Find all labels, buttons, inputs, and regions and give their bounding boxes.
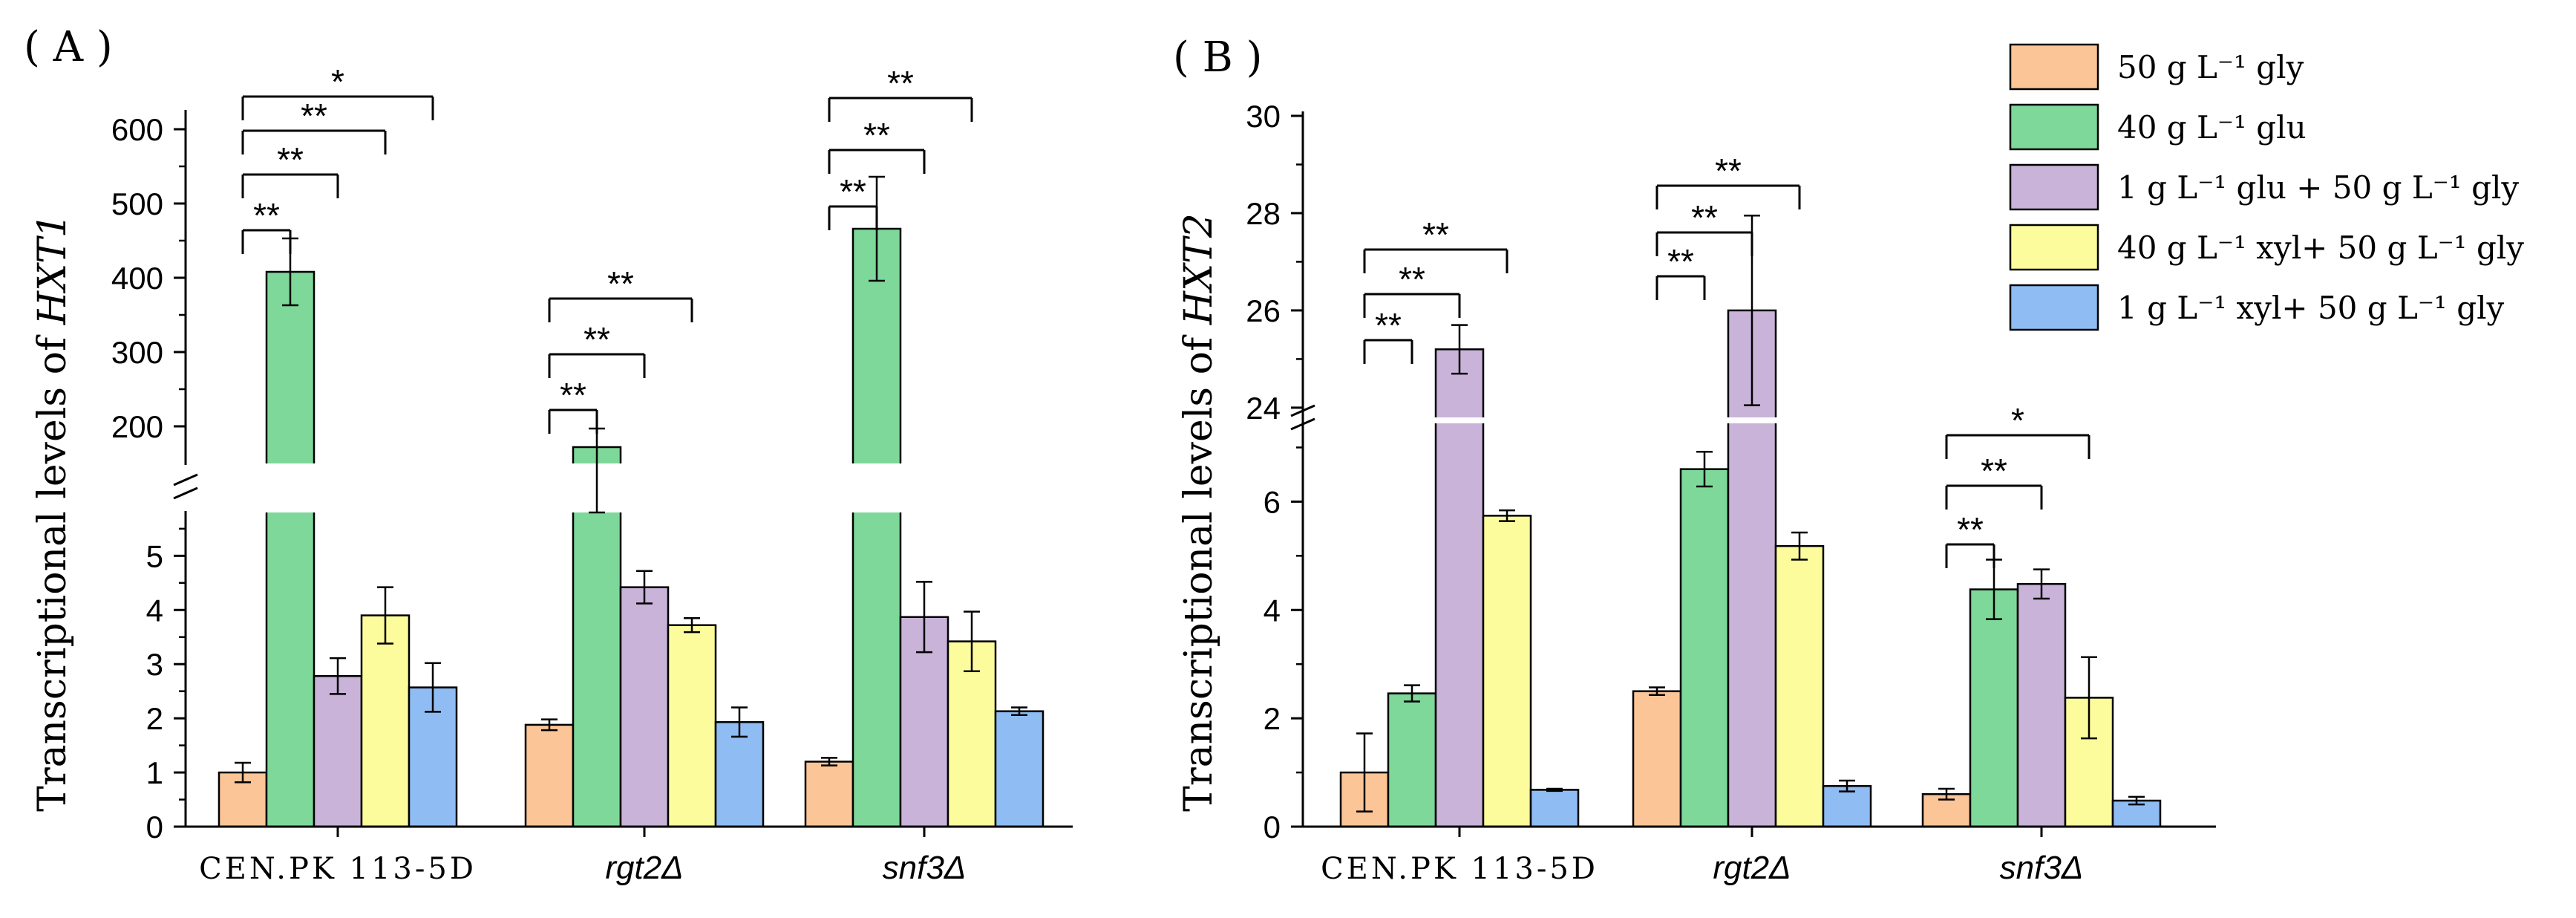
axis-break-mark <box>1290 417 1315 431</box>
y-tick-label: 400 <box>111 261 163 296</box>
significance-label: ** <box>863 116 890 154</box>
legend-label: 1 g L⁻¹ glu + 50 g L⁻¹ gly <box>2117 169 2519 206</box>
significance-label: ** <box>607 264 634 303</box>
significance-label: ** <box>1422 215 1449 254</box>
axis-break-mark <box>1290 404 1315 417</box>
bar <box>524 723 575 828</box>
y-tick-label: 1 <box>146 755 163 790</box>
bar <box>1632 690 1682 828</box>
x-category-label: rgt2Δ <box>1713 850 1791 886</box>
bar <box>1774 544 1825 828</box>
legend-label: 40 g L⁻¹ xyl+ 50 g L⁻¹ gly <box>2117 230 2524 266</box>
significance-label: ** <box>301 97 327 135</box>
bar <box>1969 588 2019 828</box>
panel-b-ylabel-gene: HXT2 <box>1177 213 1221 325</box>
axis-break-mark <box>173 473 198 486</box>
panel-b-label: ( B ) <box>1173 33 1262 82</box>
bar <box>714 720 765 828</box>
significance-label: ** <box>583 320 610 359</box>
bar-break <box>1434 417 1485 423</box>
bar <box>804 761 854 828</box>
bar <box>667 624 717 828</box>
y-tick-label: 4 <box>1264 593 1281 628</box>
legend-swatch <box>2009 163 2099 211</box>
bar <box>851 227 902 828</box>
bar <box>1482 515 1532 828</box>
legend-swatch <box>2009 43 2099 91</box>
bar <box>265 270 316 828</box>
bar <box>619 586 670 828</box>
panel-b-ylabel-prefix: Transcriptional levels of <box>1177 325 1221 812</box>
y-tick-label: 0 <box>1264 810 1281 844</box>
legend-swatch <box>2009 103 2099 151</box>
panel-a-ylabel-prefix: Transcriptional levels of <box>30 325 75 812</box>
bar <box>1387 692 1437 828</box>
significance-label: * <box>331 62 344 101</box>
legend: 50 g L⁻¹ gly 40 g L⁻¹ glu 1 g L⁻¹ glu + 50… <box>2009 43 2524 331</box>
panel-b: ( B ) Transcriptional levels of HXT2 024… <box>1173 33 2216 886</box>
y-tick-label: 500 <box>111 186 163 221</box>
legend-swatch <box>2009 224 2099 271</box>
bar <box>1529 789 1580 828</box>
y-tick-label: 28 <box>1246 196 1281 231</box>
panel-a-ylabel-gene: HXT1 <box>30 213 75 325</box>
bar <box>1679 468 1730 828</box>
significance-label: ** <box>1957 510 1984 549</box>
significance-label: ** <box>1715 152 1742 190</box>
bar-break <box>265 463 316 512</box>
significance-label: ** <box>1691 198 1718 237</box>
legend-label: 50 g L⁻¹ gly <box>2117 49 2304 85</box>
y-tick-label: 6 <box>1264 484 1281 519</box>
bar-break <box>1727 417 1777 423</box>
bar <box>2016 583 2067 828</box>
panel-b-y-axis-label: Transcriptional levels of HXT2 <box>1177 213 1221 812</box>
x-category-label: snf3Δ <box>883 850 967 886</box>
y-tick-label: 3 <box>146 647 163 682</box>
y-tick-label: 200 <box>111 409 163 444</box>
significance-label: ** <box>1399 260 1425 299</box>
significance-label: ** <box>887 64 914 102</box>
legend-swatch <box>2009 284 2099 331</box>
bar <box>947 640 997 828</box>
y-tick-label: 24 <box>1246 391 1281 426</box>
y-tick-label: 0 <box>146 810 163 844</box>
axis-break-mark <box>173 486 198 500</box>
significance-label: ** <box>840 172 866 211</box>
significance-label: ** <box>560 376 586 414</box>
bar-break <box>851 463 902 512</box>
significance-label: ** <box>1375 306 1402 345</box>
y-tick-label: 300 <box>111 335 163 370</box>
significance-label: ** <box>253 196 280 235</box>
panel-a-label: ( A ) <box>24 23 113 71</box>
x-category-label: CEN.PK 113-5D <box>1321 852 1598 886</box>
significance-label: ** <box>1667 242 1694 281</box>
y-tick-label: 600 <box>111 112 163 147</box>
legend-label: 1 g L⁻¹ xyl+ 50 g L⁻¹ gly <box>2117 290 2505 326</box>
bar <box>994 710 1045 828</box>
significance-label: * <box>2011 401 2024 440</box>
bar <box>360 614 411 828</box>
y-tick-label: 26 <box>1246 293 1281 328</box>
panel-a-y-axis-label: Transcriptional levels of HXT1 <box>30 213 75 812</box>
y-tick-label: 4 <box>146 593 163 628</box>
significance-label: ** <box>1981 452 2007 490</box>
y-tick-label: 30 <box>1246 99 1281 134</box>
x-category-label: snf3Δ <box>2000 850 2084 886</box>
y-tick-label: 5 <box>146 538 163 573</box>
y-tick-label: 2 <box>146 701 163 736</box>
x-category-label: CEN.PK 113-5D <box>199 852 477 886</box>
y-tick-label: 2 <box>1264 701 1281 736</box>
panel-a: ( A ) Transcriptional levels of HXT1 0 1 2… <box>24 23 1073 886</box>
significance-label: ** <box>277 140 304 179</box>
x-category-label: rgt2Δ <box>605 850 683 886</box>
bar <box>313 675 363 828</box>
legend-label: 40 g L⁻¹ glu <box>2117 109 2307 146</box>
